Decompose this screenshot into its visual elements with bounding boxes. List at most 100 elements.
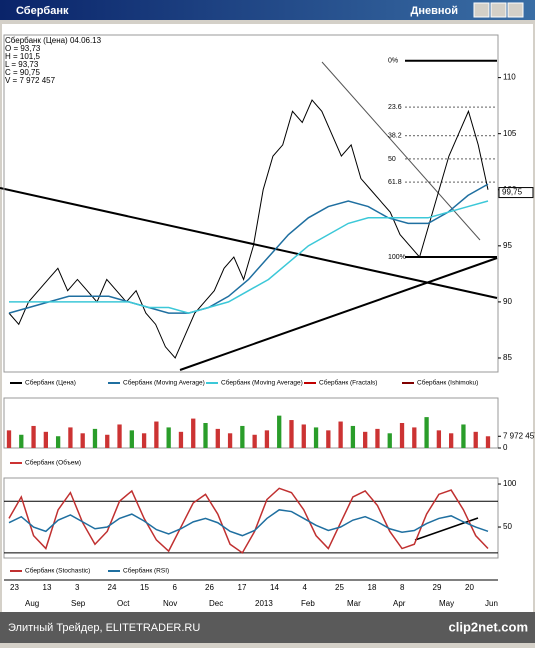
- legend-label: Сбербанк (Fractals): [319, 379, 377, 387]
- y-tick-label: 95: [503, 241, 512, 250]
- series-line: [8, 509, 489, 537]
- volume-bar: [191, 418, 196, 448]
- volume-bar: [227, 433, 233, 448]
- x-day-label: 4: [303, 583, 308, 592]
- y-tick-label: 90: [503, 297, 512, 306]
- volume-bar: [436, 430, 442, 448]
- x-month-label: Oct: [117, 599, 130, 608]
- series-line: [8, 183, 489, 314]
- x-month-label: Nov: [163, 599, 177, 608]
- y-tick-label: 100: [503, 479, 517, 488]
- x-month-label: Mar: [347, 599, 361, 608]
- x-day-label: 25: [335, 583, 344, 592]
- window-title: Сбербанк: [16, 5, 69, 17]
- last-price-box: [498, 187, 534, 199]
- volume-bar: [375, 428, 380, 448]
- legend-label: Сбербанк (Stochastic): [25, 567, 90, 575]
- x-day-label: 15: [140, 583, 149, 592]
- x-day-label: 8: [400, 583, 405, 592]
- x-day-label: 23: [10, 583, 19, 592]
- x-month-label: Apr: [393, 599, 406, 608]
- y-tick-label: 7 972 457: [503, 431, 535, 440]
- x-month-label: 2013: [255, 599, 273, 608]
- panel-frame: [3, 477, 499, 559]
- volume-bar: [449, 433, 454, 448]
- x-day-label: 6: [173, 583, 178, 592]
- volume-bar: [31, 425, 36, 448]
- fib-label: 50: [388, 156, 396, 163]
- volume-bar: [277, 415, 282, 448]
- y-tick-label: 0: [503, 443, 508, 452]
- info-line: O = 93,73: [5, 44, 41, 53]
- x-day-label: 3: [75, 583, 80, 592]
- y-tick-label: 110: [503, 73, 516, 82]
- maximize-button[interactable]: [490, 2, 507, 18]
- y-tick-label: 85: [503, 353, 512, 362]
- series-line: [9, 200, 489, 314]
- x-day-label: 13: [43, 583, 52, 592]
- minimize-button[interactable]: [473, 2, 490, 18]
- trend-line: [414, 517, 479, 541]
- info-line: H = 101,5: [5, 52, 40, 61]
- close-button[interactable]: [507, 2, 524, 18]
- footer-left: Элитный Трейдер, ELITETRADER.RU: [8, 622, 200, 634]
- volume-bar: [166, 427, 171, 448]
- volume-bar: [363, 431, 368, 448]
- y-tick-label: 50: [503, 522, 512, 531]
- volume-bar: [350, 425, 356, 448]
- volume-bar: [6, 430, 12, 448]
- fib-label: 38.2: [388, 133, 402, 140]
- volume-bar: [141, 433, 147, 448]
- x-month-label: Aug: [25, 599, 39, 608]
- x-day-label: 24: [108, 583, 117, 592]
- panel-frame: [3, 34, 499, 373]
- fib-label: 23.6: [388, 104, 402, 111]
- volume-bar: [461, 424, 466, 448]
- volume-bar: [424, 417, 429, 448]
- info-line: C = 90,75: [5, 68, 40, 77]
- last-price-label: 99,75: [502, 188, 523, 197]
- legend-label: Сбербанк (Moving Average): [123, 379, 205, 387]
- timeframe[interactable]: Дневной: [411, 5, 459, 17]
- volume-bar: [68, 427, 73, 448]
- legend-label: Сбербанк (Ishimoku): [417, 379, 478, 387]
- fib-label: 61.8: [388, 179, 402, 186]
- volume-bar: [264, 430, 270, 448]
- legend-label: Сбербанк (Объем): [25, 459, 81, 467]
- volume-bar: [473, 431, 478, 448]
- volume-bar: [485, 436, 491, 448]
- x-day-label: 29: [433, 583, 442, 592]
- x-month-label: May: [439, 599, 454, 608]
- x-day-label: 17: [238, 583, 247, 592]
- panel-frame: [3, 397, 499, 449]
- title-bar: [0, 0, 535, 20]
- volume-bar: [80, 433, 85, 448]
- volume-bar: [92, 428, 98, 448]
- volume-bar: [326, 430, 331, 448]
- volume-bar: [105, 434, 110, 448]
- x-day-label: 14: [270, 583, 279, 592]
- series-line: [8, 487, 489, 554]
- trend-line: [179, 257, 498, 371]
- x-day-label: 20: [465, 583, 474, 592]
- fib-label: 100%: [388, 254, 406, 261]
- x-day-label: 26: [205, 583, 214, 592]
- info-line: Сбербанк (Цена) 04.06.13: [5, 36, 102, 45]
- info-line: V = 7 972 457: [5, 76, 56, 85]
- volume-bar: [338, 421, 343, 448]
- volume-bar: [240, 425, 245, 448]
- volume-bar: [289, 420, 294, 448]
- x-month-label: Dec: [209, 599, 223, 608]
- fib-label: 0%: [388, 58, 398, 65]
- volume-bar: [203, 423, 208, 448]
- volume-bar: [19, 434, 24, 448]
- x-month-label: Jun: [485, 599, 498, 608]
- series-line: [8, 99, 489, 359]
- volume-bar: [43, 431, 48, 448]
- volume-bar: [387, 433, 392, 448]
- x-month-label: Feb: [301, 599, 315, 608]
- info-line: L = 93,73: [5, 60, 39, 69]
- x-day-label: 18: [368, 583, 377, 592]
